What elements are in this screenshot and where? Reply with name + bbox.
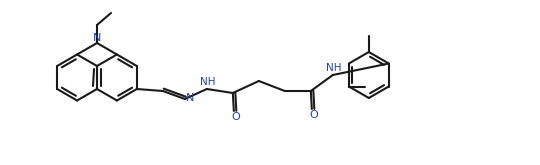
Text: N: N (186, 93, 194, 103)
Text: O: O (232, 112, 240, 122)
Text: NH: NH (200, 77, 215, 87)
Text: NH: NH (326, 63, 342, 73)
Text: N: N (93, 33, 101, 43)
Text: O: O (309, 110, 318, 120)
